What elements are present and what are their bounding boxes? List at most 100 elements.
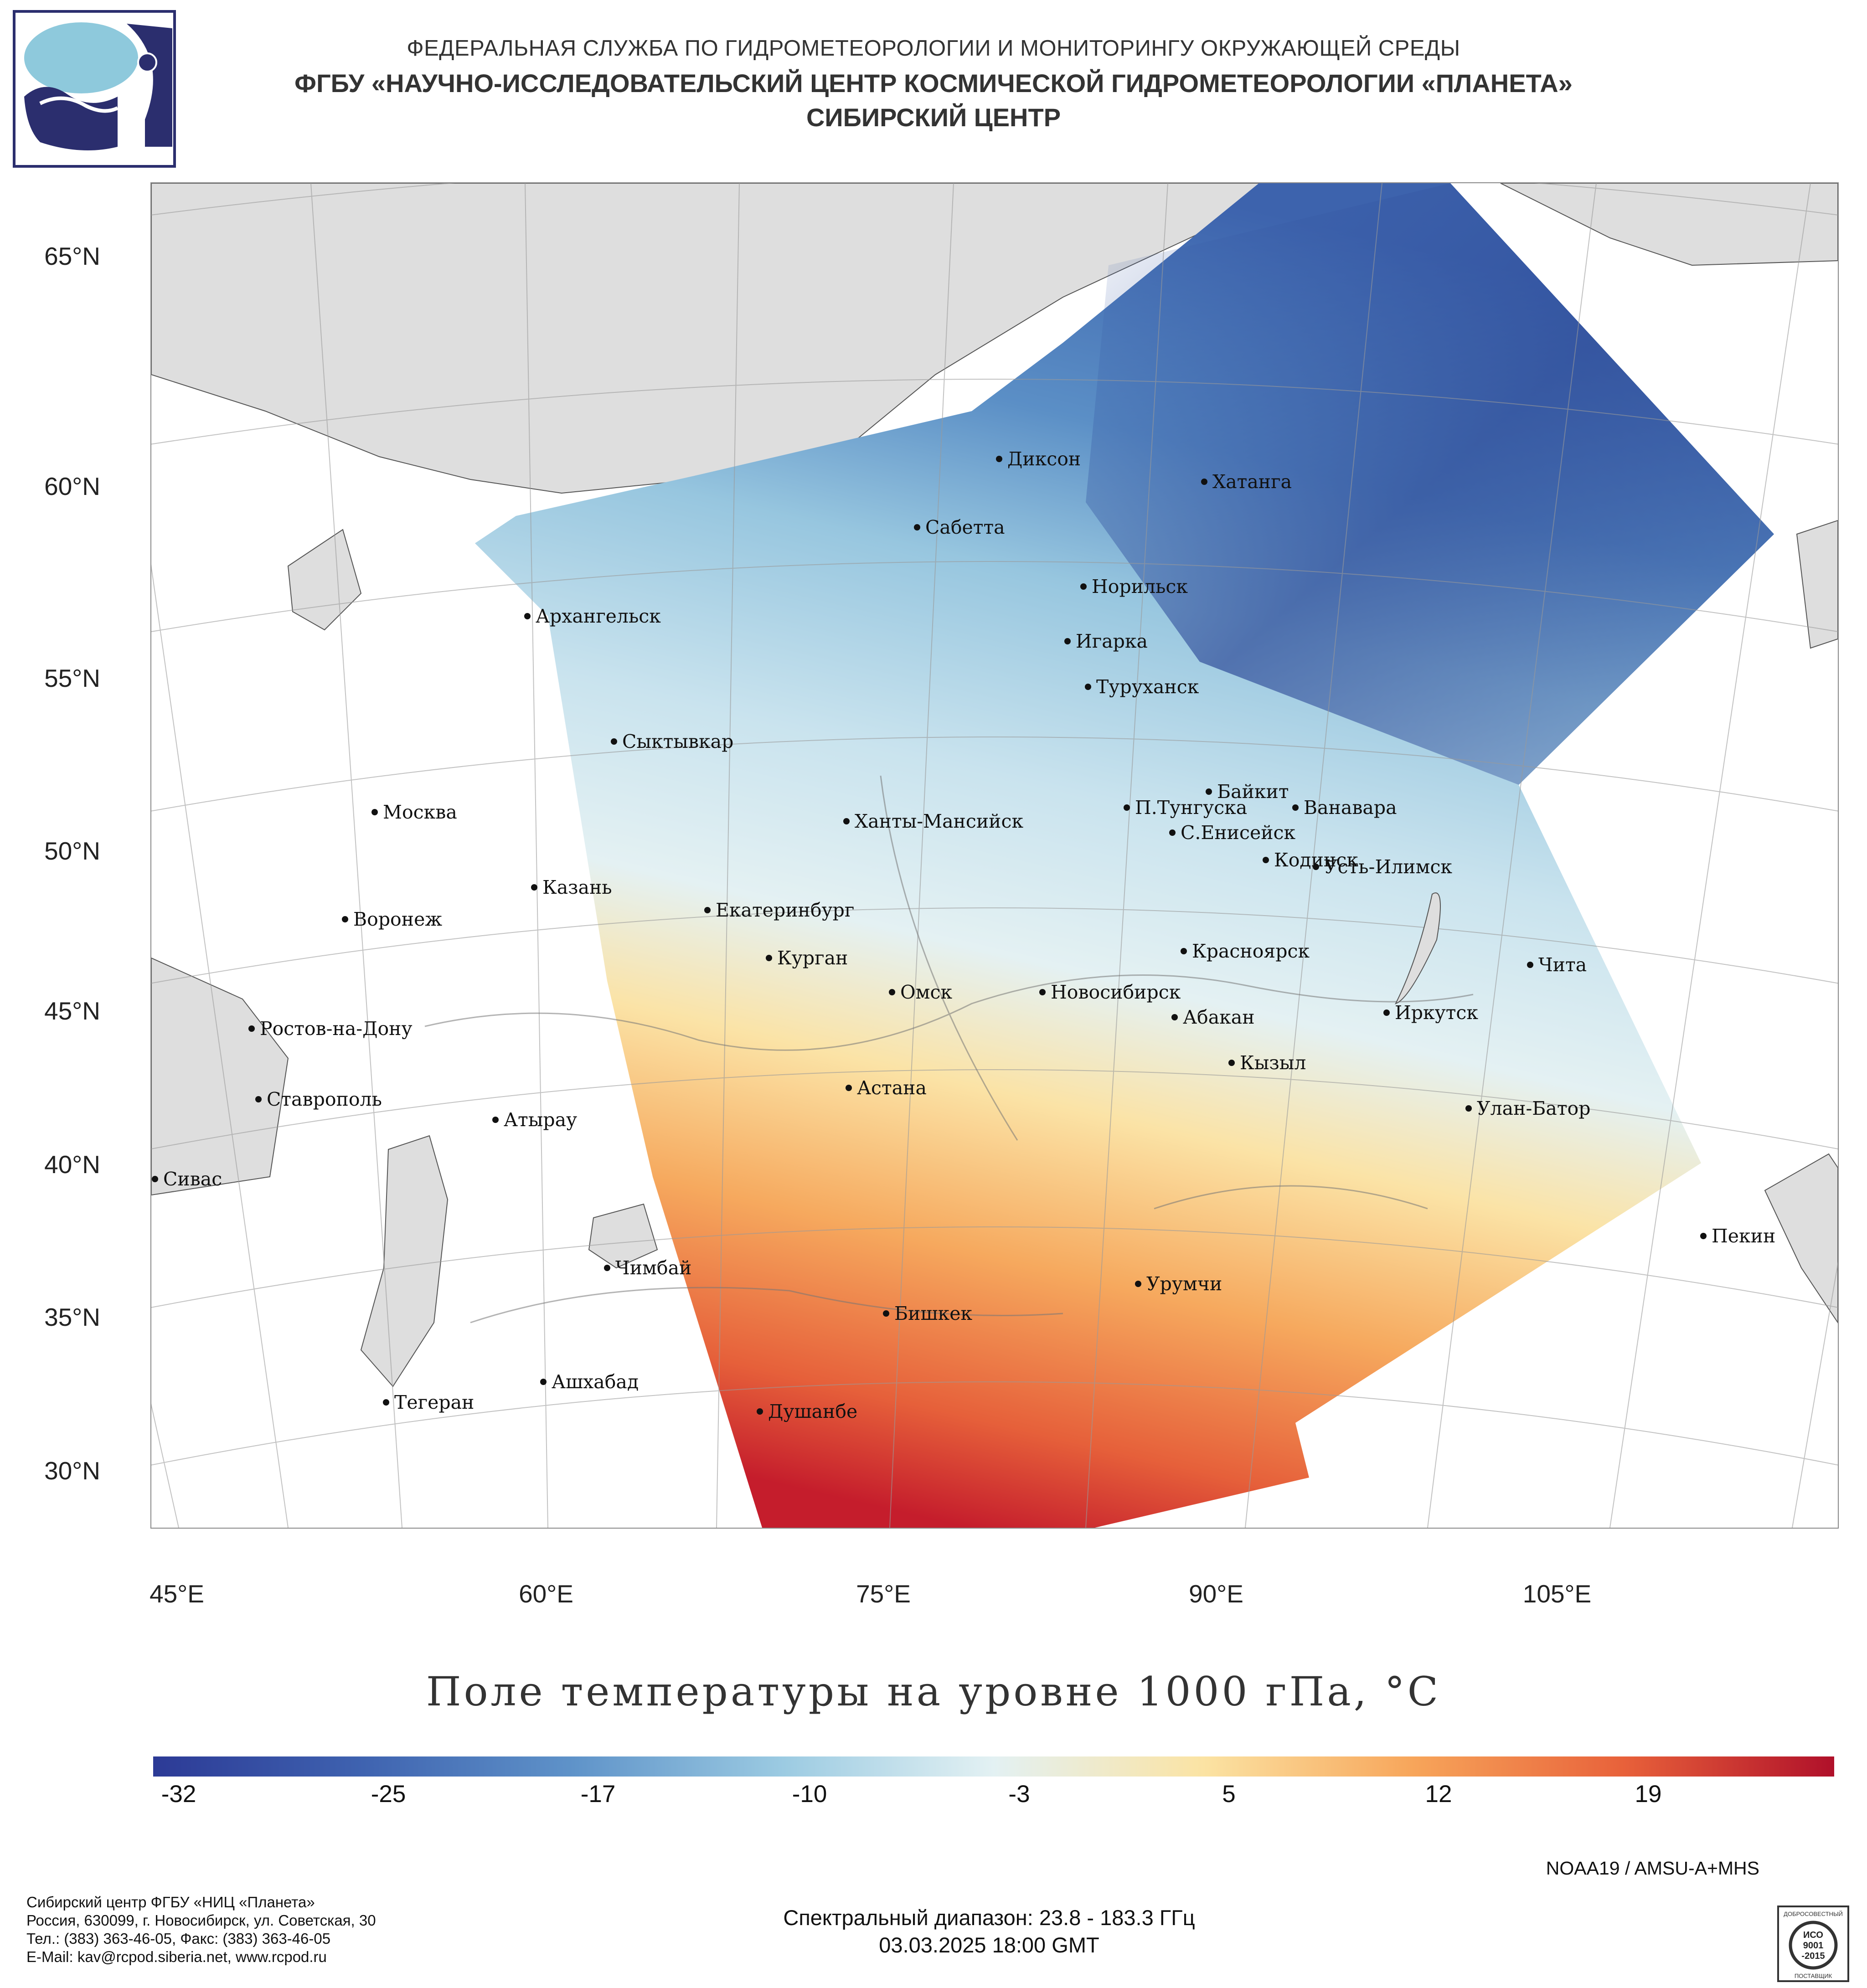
city-label: Ашхабад [552,1371,639,1393]
city-dot [1292,804,1299,811]
city-marker: Тегеран [383,1391,474,1413]
colorbar-tick: -17 [580,1781,616,1808]
city-marker: Курган [766,947,848,969]
colorbar-tick: 12 [1425,1781,1452,1808]
city-marker: Байкит [1206,781,1289,803]
footer-contacts: E-Mail: kav@rcpod.siberia.net, www.rcpod… [26,1948,327,1965]
iso-badge-line2: 9001 [1803,1941,1824,1951]
city-label: Бишкек [894,1303,972,1324]
colorbar-tick: -10 [792,1781,827,1808]
iso-certification-badge: ДОБРОСОВЕСТНЫЙ ИСО 9001 -2015 ПОСТАВЩИК [1777,1906,1849,1982]
city-dot [1124,804,1130,811]
observation-datetime: 03.03.2025 18:00 GMT [879,1933,1099,1957]
city-label: Чита [1538,954,1587,976]
city-dot [1171,1014,1178,1020]
iso-badge-line3: -2015 [1801,1951,1825,1961]
city-dot [1201,479,1207,485]
iso-badge-line1: ИСО [1803,1930,1823,1940]
borders [424,775,1474,1324]
city-label: Душанбе [768,1401,857,1422]
colorbar-tick: -25 [371,1781,406,1808]
city-dot [383,1399,389,1406]
city-label: Атырау [504,1109,577,1131]
city-label: Москва [383,801,457,823]
city-marker: Чита [1527,954,1587,976]
city-marker: Иркутск [1383,1002,1478,1024]
city-dot [152,1176,158,1182]
city-dot [996,456,1002,462]
lat-label-40: 40°N [44,1150,100,1179]
city-marker: С.Енисейск [1169,822,1296,844]
city-marker: Архангельск [524,605,661,627]
city-label: Тегеран [394,1391,474,1413]
city-label: Кызыл [1240,1052,1306,1074]
cold-core [1086,183,1774,785]
city-marker: Воронеж [342,908,442,930]
spectral-range: Спектральный диапазон: 23.8 - 183.3 ГГц [783,1906,1195,1930]
city-marker: Казань [531,876,612,898]
city-label: Иркутск [1395,1002,1478,1024]
city-label: Ханты-Мансийск [855,810,1023,832]
lat-label-60: 60°N [44,472,100,500]
city-marker: Урумчи [1135,1273,1222,1295]
city-label: Архангельск [536,605,661,627]
city-marker: Омск [889,981,952,1003]
city-dot [883,1310,889,1317]
city-label: Сыктывкар [622,731,733,752]
city-dot [1527,962,1533,968]
city-marker: Душанбе [757,1401,857,1422]
city-marker: Кызыл [1228,1052,1306,1074]
city-marker: Пекин [1700,1225,1775,1247]
city-dot [540,1379,547,1385]
city-dot [1263,857,1269,863]
city-marker: Хатанга [1201,471,1292,493]
footer-phone: Тел.: (383) 363-46-05, Факс: (383) 363-4… [26,1930,331,1947]
city-label: Екатеринбург [716,899,854,921]
city-marker: П.Тунгуска [1124,797,1247,819]
city-marker: Улан-Батор [1465,1097,1590,1119]
city-dot [1228,1060,1235,1066]
city-marker: Москва [371,801,457,823]
city-marker: Ханты-Мансийск [843,810,1023,832]
lat-label-65: 65°N [44,242,100,270]
city-label: Ставрополь [267,1088,382,1110]
city-marker: Сабетта [914,516,1005,538]
planeta-logo [13,10,176,168]
city-dot [531,884,537,891]
lon-label-60: 60°E [519,1580,573,1608]
city-dot [1206,788,1212,795]
city-label: Норильск [1092,576,1188,597]
city-label: Улан-Батор [1477,1097,1590,1119]
lat-label-35: 35°N [44,1303,100,1331]
city-dot [757,1408,763,1415]
city-dot [255,1096,262,1102]
city-dot [492,1117,499,1123]
colorbar-tick: -32 [161,1781,196,1808]
city-dot [1181,948,1187,954]
city-label: Игарка [1076,630,1148,652]
city-marker: Абакан [1171,1006,1255,1028]
lat-label-55: 55°N [44,664,100,692]
city-label: Сивас [163,1168,222,1190]
city-label: Туруханск [1096,676,1199,698]
city-label: С.Енисейск [1181,822,1296,844]
city-dot [846,1085,852,1091]
city-marker: Красноярск [1181,940,1310,962]
city-markers: Диксон Хатанга Сабетта Норильск Игарка Арханг… [152,448,1775,1422]
city-marker: Ставрополь [255,1088,382,1110]
city-dot [1169,829,1176,836]
colorbar-gradient [153,1756,1834,1777]
city-marker: Бишкек [883,1303,972,1324]
city-dot [524,613,531,619]
city-dot [1080,583,1087,590]
city-label: Сабетта [925,516,1005,538]
city-dot [371,809,378,815]
lon-label-90: 90°E [1189,1580,1243,1608]
city-dot [604,1265,610,1271]
city-label: Усть-Илимск [1324,856,1452,878]
city-label: Пекин [1712,1225,1775,1247]
city-dot [889,989,895,995]
colorbar-tick: -3 [1008,1781,1030,1808]
city-dot [1700,1233,1707,1239]
temperature-colorbar [153,1756,1834,1777]
